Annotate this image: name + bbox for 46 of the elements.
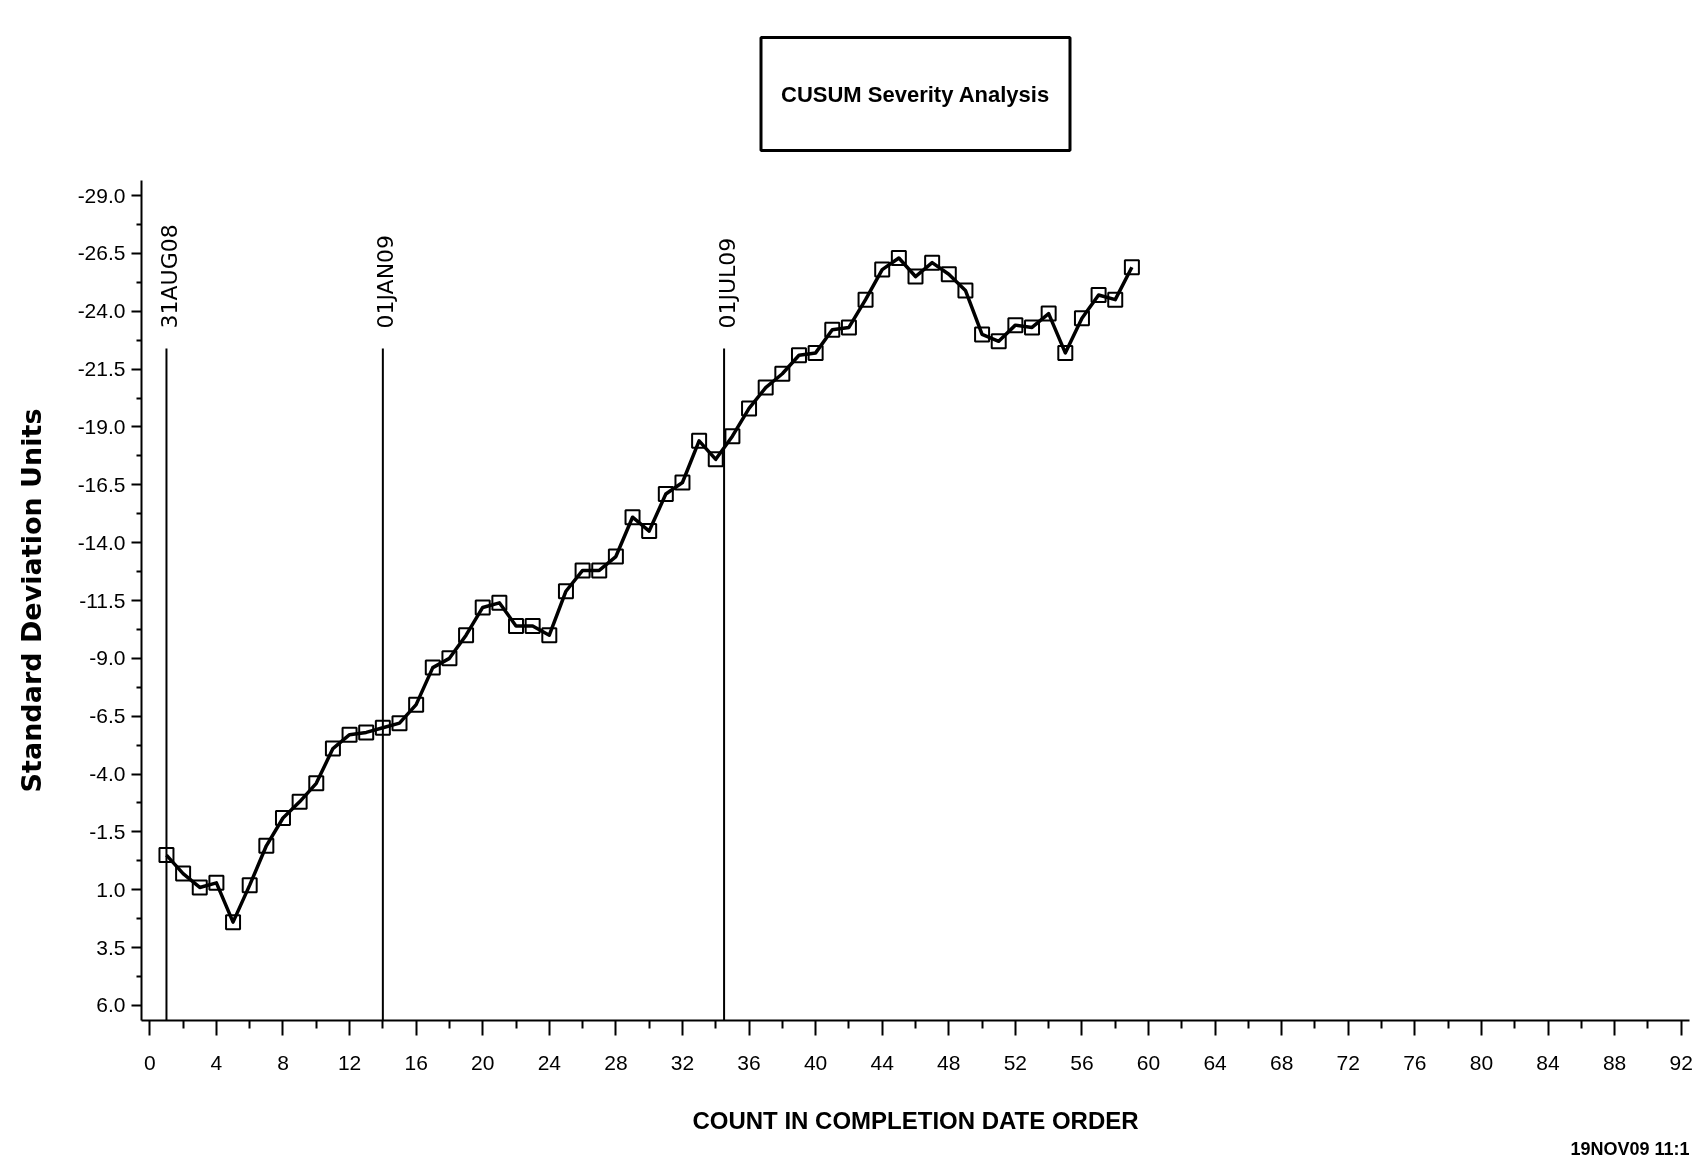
y-tick-label: -21.5: [77, 357, 126, 381]
ref-line-label: 31AUG08: [156, 224, 182, 329]
text: 19NOV09 11:1: [1570, 1138, 1690, 1159]
x-tick-label: 80: [1469, 1050, 1494, 1074]
y-tick-label: -11.5: [79, 588, 126, 612]
x-tick-label: 60: [1136, 1050, 1161, 1074]
y-axis-title: Standard Deviation Units: [15, 408, 47, 793]
x-tick-label: 84: [1536, 1050, 1561, 1074]
ref-line-label: 01JUL09: [714, 237, 740, 329]
x-tick-label: 20: [471, 1050, 495, 1074]
x-tick-label: 0: [143, 1050, 156, 1074]
y-tick-label: -16.5: [77, 472, 126, 496]
chart-title: CUSUM Severity Analysis: [781, 81, 1050, 107]
y-tick-label: 3.5: [96, 935, 126, 959]
x-tick-label: 4: [210, 1050, 223, 1074]
x-tick-label: 36: [737, 1050, 761, 1074]
y-tick-label: 6.0: [96, 993, 126, 1017]
y-tick-label: 1.0: [96, 877, 126, 901]
x-tick-label: 64: [1203, 1050, 1228, 1074]
x-tick-label: 92: [1669, 1050, 1693, 1074]
ref-line-label: 01JAN09: [373, 234, 399, 329]
y-tick-label: -9.0: [89, 646, 126, 670]
y-tick-label: -24.0: [77, 299, 126, 323]
x-tick-label: 76: [1403, 1050, 1427, 1074]
x-tick-label: 32: [670, 1050, 695, 1074]
x-tick-label: 40: [803, 1050, 828, 1074]
y-tick-label: -1.5: [89, 819, 126, 843]
y-tick-label: -14.0: [77, 530, 126, 554]
x-tick-label: 68: [1270, 1050, 1294, 1074]
x-tick-label: 88: [1602, 1050, 1627, 1074]
y-tick-label: -19.0: [77, 414, 126, 438]
x-tick-label: 72: [1336, 1050, 1360, 1074]
x-tick-label: 56: [1070, 1050, 1094, 1074]
y-tick-label: -6.5: [89, 704, 126, 728]
x-tick-label: 16: [404, 1050, 428, 1074]
x-tick-label: 8: [277, 1050, 289, 1074]
x-tick-label: 12: [337, 1050, 362, 1074]
y-tick-label: -29.0: [77, 183, 126, 207]
x-axis-title: COUNT IN COMPLETION DATE ORDER: [692, 1106, 1139, 1134]
x-tick-label: 52: [1003, 1050, 1028, 1074]
x-tick-label: 24: [537, 1050, 562, 1074]
x-tick-label: 48: [937, 1050, 961, 1074]
x-tick-label: 28: [604, 1050, 628, 1074]
x-tick-label: 44: [870, 1050, 895, 1074]
y-tick-label: -4.0: [89, 762, 126, 786]
y-tick-label: -26.5: [77, 241, 126, 265]
